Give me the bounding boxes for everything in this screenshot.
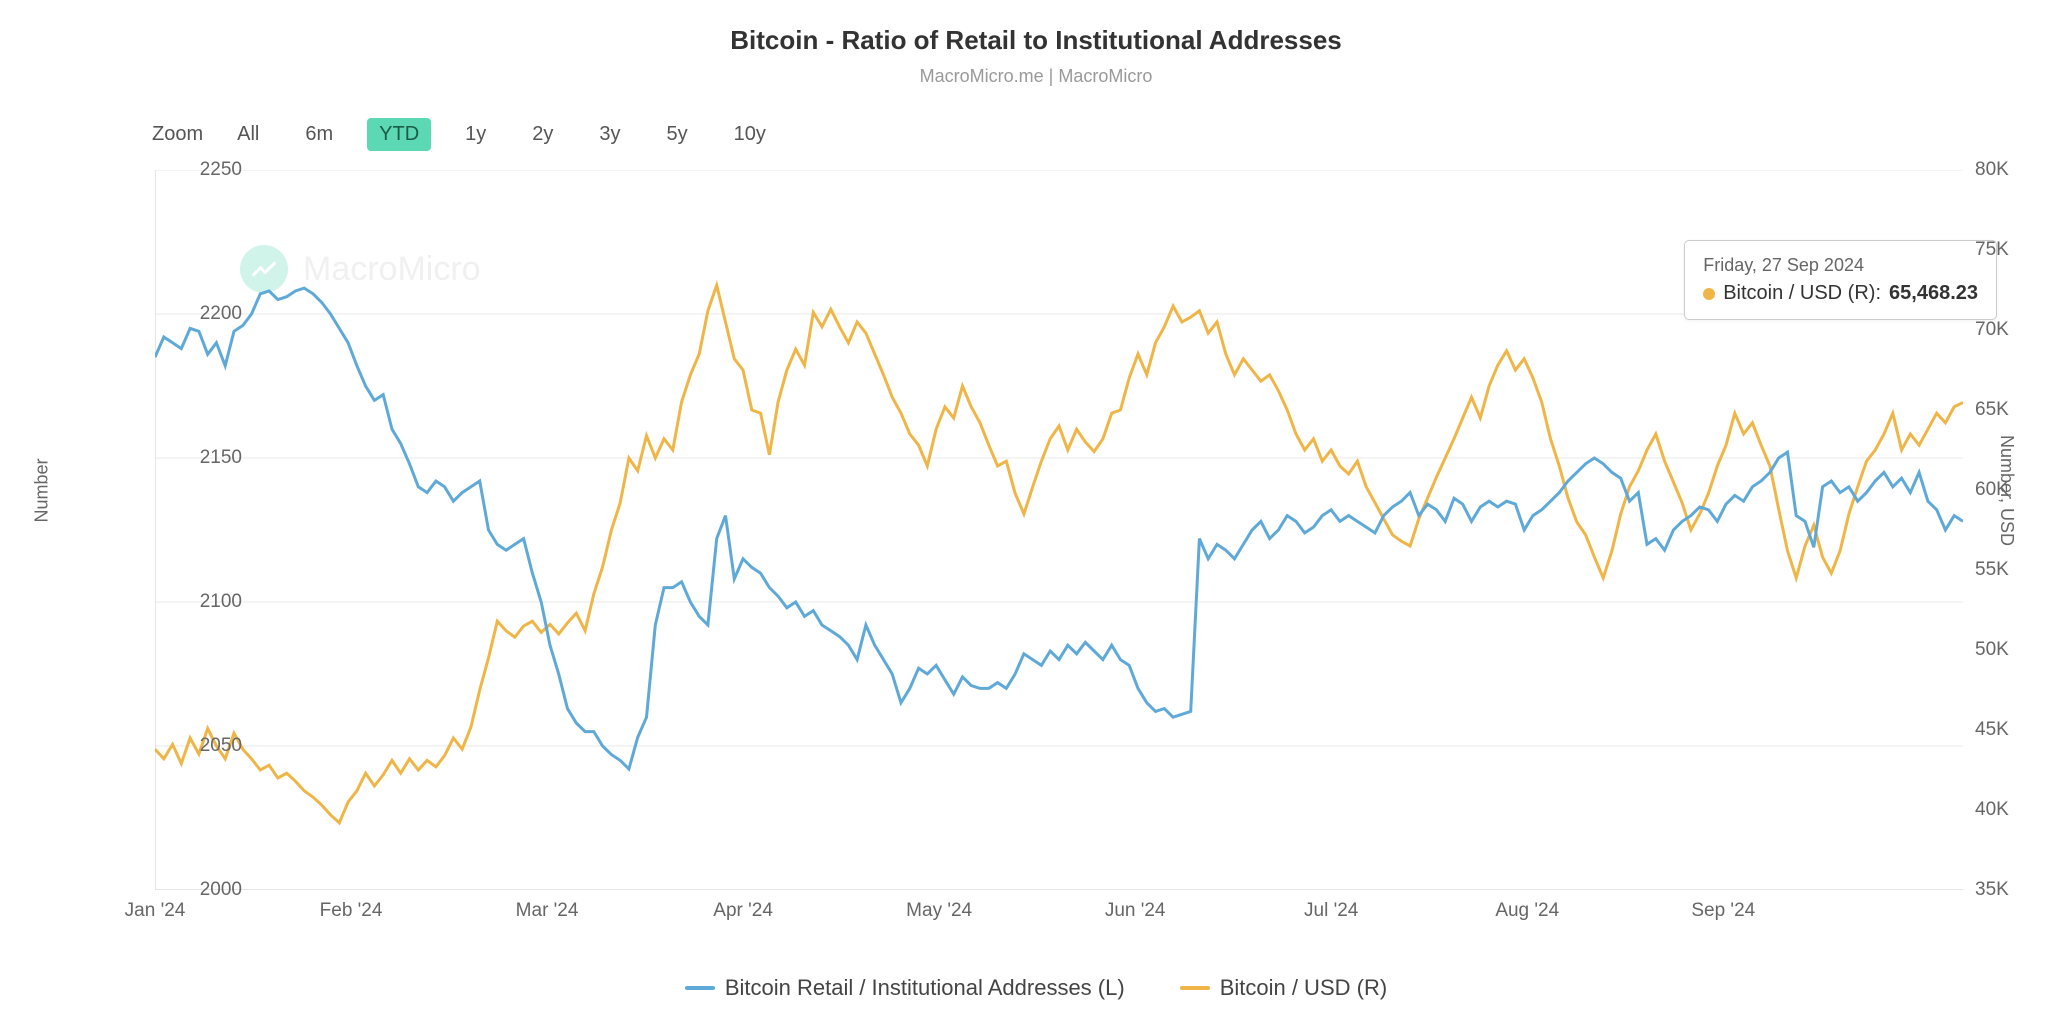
legend-line-icon [685, 986, 715, 990]
chart-title: Bitcoin - Ratio of Retail to Institution… [0, 0, 2072, 56]
x-tick: Jul '24 [1304, 900, 1358, 922]
y-left-tick: 2150 [200, 447, 242, 469]
y-right-tick: 40K [1975, 799, 2009, 821]
y-right-tick: 80K [1975, 159, 2009, 181]
y-left-axis-label: Number [32, 458, 53, 522]
y-right-tick: 45K [1975, 719, 2009, 741]
y-right-tick: 75K [1975, 239, 2009, 261]
zoom-option-2y[interactable]: 2y [520, 118, 565, 151]
zoom-label: Zoom [152, 123, 203, 146]
zoom-option-6m[interactable]: 6m [293, 118, 345, 151]
y-right-tick: 65K [1975, 399, 2009, 421]
y-left-tick: 2000 [200, 879, 242, 901]
zoom-option-all[interactable]: All [225, 118, 271, 151]
zoom-option-ytd[interactable]: YTD [367, 118, 431, 151]
zoom-option-5y[interactable]: 5y [655, 118, 700, 151]
x-tick: Mar '24 [516, 900, 579, 922]
legend-item[interactable]: Bitcoin Retail / Institutional Addresses… [685, 975, 1125, 1001]
x-tick: Sep '24 [1691, 900, 1755, 922]
x-tick: May '24 [906, 900, 972, 922]
zoom-option-3y[interactable]: 3y [587, 118, 632, 151]
x-tick: Feb '24 [320, 900, 383, 922]
tooltip-value: 65,468.23 [1889, 282, 1978, 305]
legend-label: Bitcoin / USD (R) [1220, 975, 1387, 1001]
zoom-option-1y[interactable]: 1y [453, 118, 498, 151]
y-right-tick: 60K [1975, 479, 2009, 501]
legend-label: Bitcoin Retail / Institutional Addresses… [725, 975, 1125, 1001]
legend-line-icon [1180, 986, 1210, 990]
zoom-controls: Zoom All 6m YTD 1y 2y 3y 5y 10y [152, 118, 778, 151]
y-left-tick: 2250 [200, 159, 242, 181]
chart-legend: Bitcoin Retail / Institutional Addresses… [0, 975, 2072, 1001]
x-tick: Jun '24 [1105, 900, 1166, 922]
legend-item[interactable]: Bitcoin / USD (R) [1180, 975, 1387, 1001]
x-tick: Apr '24 [713, 900, 773, 922]
tooltip-date: Friday, 27 Sep 2024 [1703, 255, 1978, 276]
y-left-tick: 2050 [200, 735, 242, 757]
tooltip-series-label: Bitcoin / USD (R): [1723, 282, 1881, 305]
x-tick: Aug '24 [1495, 900, 1559, 922]
y-left-tick: 2100 [200, 591, 242, 613]
y-right-tick: 50K [1975, 639, 2009, 661]
y-right-tick: 70K [1975, 319, 2009, 341]
y-right-tick: 55K [1975, 559, 2009, 581]
chart-tooltip: Friday, 27 Sep 2024 Bitcoin / USD (R): 6… [1684, 240, 1997, 320]
tooltip-dot-icon [1703, 288, 1715, 300]
x-tick: Jan '24 [125, 900, 186, 922]
chart-subtitle: MacroMicro.me | MacroMicro [0, 66, 2072, 87]
y-left-tick: 2200 [200, 303, 242, 325]
y-right-tick: 35K [1975, 879, 2009, 901]
zoom-option-10y[interactable]: 10y [722, 118, 778, 151]
